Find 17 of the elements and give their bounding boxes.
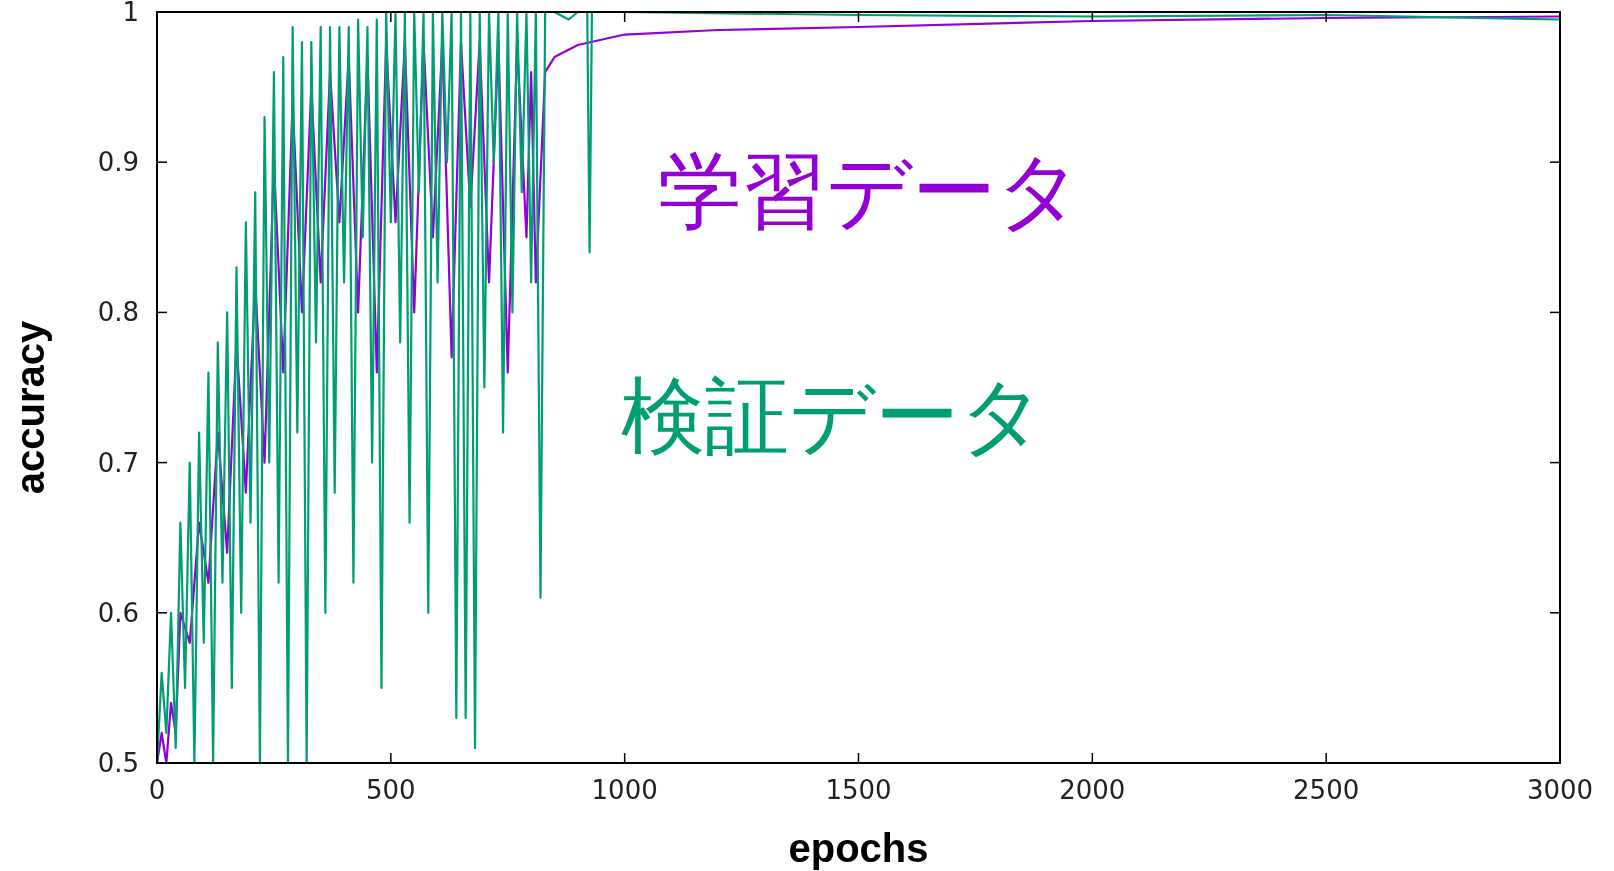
y-tick-label: 0.5 bbox=[97, 748, 139, 778]
x-axis-title: epochs bbox=[788, 826, 929, 870]
x-tick-label: 3000 bbox=[1526, 775, 1594, 805]
y-tick-label: 0.7 bbox=[97, 447, 139, 478]
series-label: 検証データ bbox=[621, 369, 1045, 463]
y-tick-label: 1 bbox=[122, 0, 139, 27]
x-tick-label: 0 bbox=[148, 775, 166, 805]
x-tick-label: 2000 bbox=[1059, 775, 1126, 805]
y-tick-label: 0.9 bbox=[97, 147, 139, 178]
x-tick-label: 2500 bbox=[1293, 775, 1360, 805]
y-tick-label: 0.6 bbox=[97, 597, 139, 628]
series-label: 学習データ bbox=[658, 144, 1082, 238]
x-tick-label: 1000 bbox=[591, 775, 658, 805]
y-axis-title: accuracy bbox=[8, 320, 52, 495]
x-tick-label: 500 bbox=[366, 775, 416, 805]
x-tick-label: 1500 bbox=[825, 775, 892, 805]
y-tick-label: 0.8 bbox=[97, 297, 139, 328]
